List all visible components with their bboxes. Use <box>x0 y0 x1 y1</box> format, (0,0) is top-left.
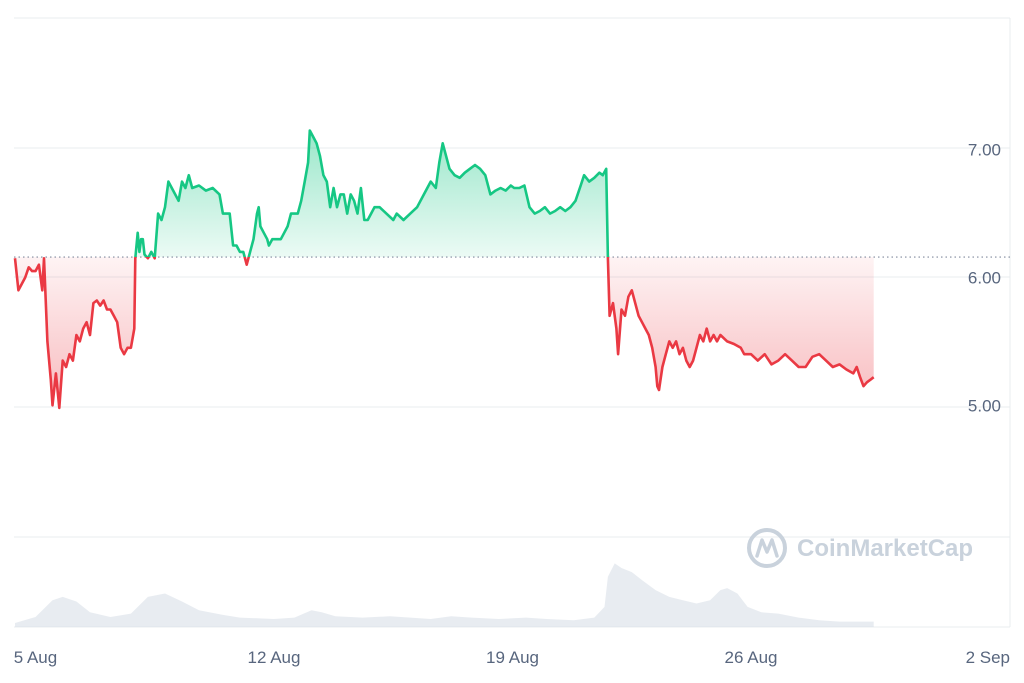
y-axis: 7.00 6.00 5.00 <box>968 141 1001 416</box>
watermark: CoinMarketCap <box>747 528 973 568</box>
price-line-up <box>43 129 610 258</box>
coinmarketcap-logo-icon <box>747 528 787 568</box>
price-area <box>15 130 874 408</box>
x-tick-label: 26 Aug <box>725 648 778 667</box>
volume-area <box>15 563 874 627</box>
x-tick-label: 2 Sep <box>966 648 1010 667</box>
x-tick-label: 5 Aug <box>14 648 58 667</box>
x-tick-label: 19 Aug <box>486 648 539 667</box>
volume-fill <box>15 563 874 627</box>
price-line-down <box>13 257 875 410</box>
price-line <box>13 129 875 410</box>
watermark-text: CoinMarketCap <box>797 535 973 562</box>
x-tick-label: 12 Aug <box>248 648 301 667</box>
y-tick-label: 7.00 <box>968 141 1001 160</box>
y-tick-label: 6.00 <box>968 269 1001 288</box>
x-axis: 5 Aug 12 Aug 19 Aug 26 Aug 2 Sep <box>14 648 1010 667</box>
y-tick-label: 5.00 <box>968 396 1001 415</box>
price-area-down <box>15 257 874 408</box>
